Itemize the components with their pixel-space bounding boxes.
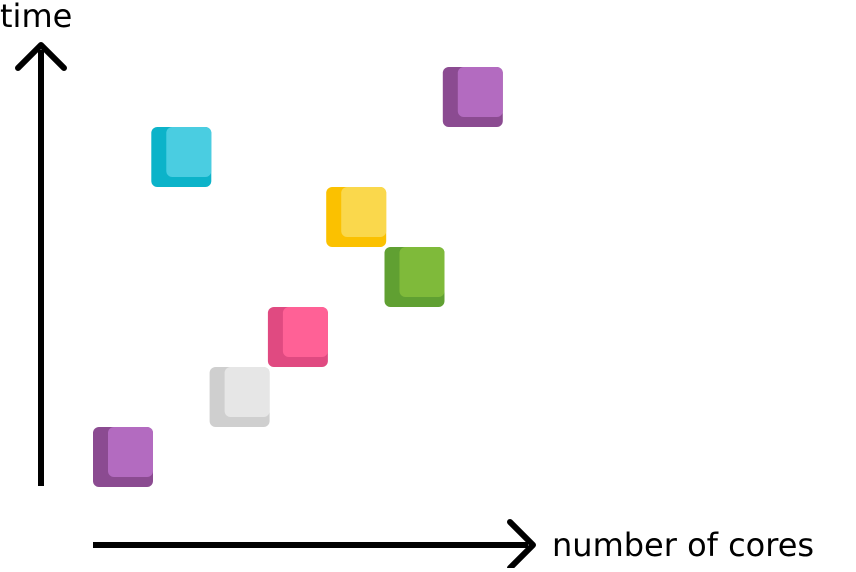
block-face — [457, 67, 503, 117]
block-face — [341, 187, 387, 237]
block-face — [108, 427, 153, 477]
task-block-green — [384, 247, 445, 307]
task-block-purple-bottom — [93, 427, 153, 487]
x-axis-label: number of cores — [552, 526, 815, 564]
block-face — [224, 367, 270, 417]
task-block-yellow — [326, 187, 387, 247]
block-face — [166, 127, 212, 177]
y-axis-label: time — [0, 0, 73, 35]
task-block-cyan — [151, 127, 212, 187]
task-block-gray — [209, 367, 270, 427]
block-face — [399, 247, 445, 297]
task-block-pink — [267, 307, 328, 367]
task-blocks — [93, 67, 503, 487]
x-axis-arrow — [93, 519, 536, 571]
block-face — [282, 307, 328, 357]
task-block-purple-top — [442, 67, 503, 127]
y-axis-arrow — [15, 42, 67, 486]
